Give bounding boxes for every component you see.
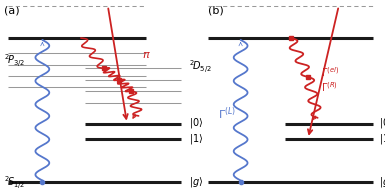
Text: $|0\rangle$: $|0\rangle$ xyxy=(189,116,203,131)
Text: $\Gamma^{(L)}$: $\Gamma^{(L)}$ xyxy=(218,106,236,122)
Text: $\Gamma^{(R)}$: $\Gamma^{(R)}$ xyxy=(321,81,338,94)
Text: $^2\!D_{5/2}$: $^2\!D_{5/2}$ xyxy=(189,58,211,75)
Text: $^2\!P_{3/2}$: $^2\!P_{3/2}$ xyxy=(4,52,25,69)
Text: $|0\rangle$: $|0\rangle$ xyxy=(379,116,385,131)
Text: $|1\rangle$: $|1\rangle$ xyxy=(189,132,203,146)
Text: (b): (b) xyxy=(208,6,224,16)
Text: $|g\rangle$: $|g\rangle$ xyxy=(379,175,385,189)
Text: $|g\rangle$: $|g\rangle$ xyxy=(189,175,203,189)
Text: $\Gamma^{(el)}$: $\Gamma^{(el)}$ xyxy=(321,65,340,79)
Text: $|1\rangle$: $|1\rangle$ xyxy=(379,132,385,146)
Text: $\pi$: $\pi$ xyxy=(142,50,151,60)
Text: (a): (a) xyxy=(4,6,20,16)
Text: $^2\!S_{1/2}$: $^2\!S_{1/2}$ xyxy=(4,174,25,190)
